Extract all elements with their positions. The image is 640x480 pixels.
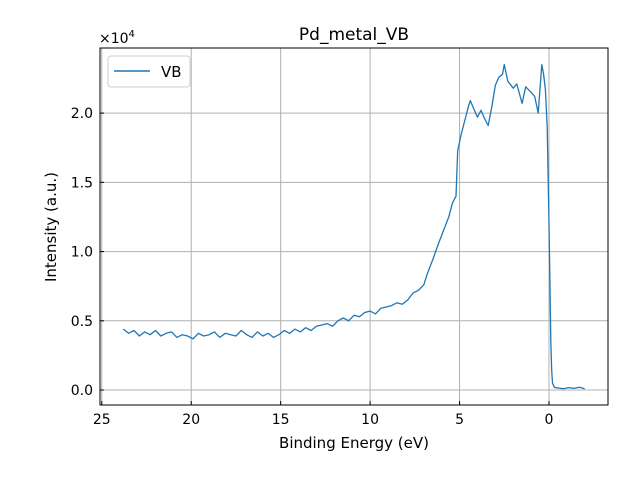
x-tick-label: 20 [182, 412, 200, 428]
x-tick-label: 15 [272, 412, 290, 428]
x-ticks: 25 20 15 10 5 0 [93, 401, 554, 428]
y-scale-multiplier: ×104 [99, 29, 135, 47]
y-scale-exponent: 4 [129, 29, 135, 40]
y-tick-label: 2.0 [71, 106, 93, 122]
x-axis-label: Binding Energy (eV) [279, 434, 429, 452]
y-scale-base: ×10 [99, 31, 129, 47]
series-group [122, 63, 585, 390]
legend-label: VB [161, 63, 182, 81]
axes-frame [99, 47, 609, 406]
x-tick-label: 25 [93, 412, 111, 428]
y-tick-label: 0.5 [71, 314, 93, 330]
y-tick-label: 1.0 [71, 245, 93, 261]
y-tick-label: 0.0 [71, 383, 93, 399]
y-axis-label: Intensity (a.u.) [42, 172, 60, 282]
legend: VB [107, 55, 191, 88]
x-tick-label: 10 [361, 412, 379, 428]
series-line-VB [122, 63, 585, 390]
x-tick-label: 5 [455, 412, 464, 428]
y-tick-label: 1.5 [71, 175, 93, 191]
y-ticks: 0.0 0.5 1.0 1.5 2.0 [71, 106, 104, 399]
chart-title: Pd_metal_VB [299, 25, 409, 45]
x-tick-label: 0 [545, 412, 554, 428]
